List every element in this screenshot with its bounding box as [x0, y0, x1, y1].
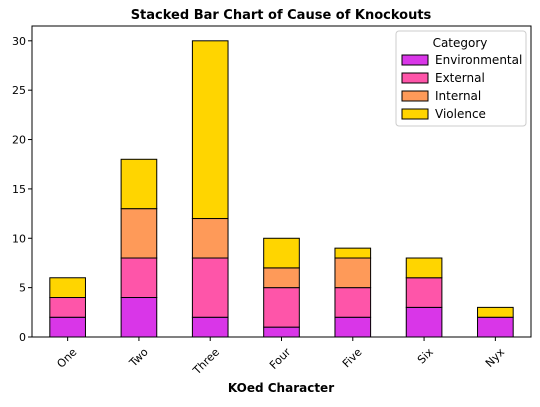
- bar-segment: [334, 287, 372, 318]
- x-axis-label: KOed Character: [228, 381, 334, 395]
- legend-swatch: [401, 90, 429, 102]
- y-tick-label: 30: [12, 35, 26, 48]
- bar-segment: [49, 316, 86, 338]
- bar-segment: [477, 306, 514, 318]
- legend-label: Environmental: [435, 53, 522, 67]
- bar-segment: [191, 257, 229, 318]
- bar-segment: [405, 257, 443, 279]
- bar-segment: [263, 326, 300, 338]
- bar-segment: [191, 40, 229, 220]
- bar-segment: [49, 277, 86, 299]
- bar-segment: [120, 297, 158, 338]
- legend-label: Internal: [435, 89, 481, 103]
- y-tick-label: 15: [12, 183, 26, 196]
- bar-segment: [477, 316, 514, 338]
- bar-segment: [334, 316, 372, 338]
- y-axis: 0 5 10 15 20 25 30: [12, 35, 32, 344]
- x-tick-label: Three: [190, 345, 222, 377]
- y-tick-label: 20: [12, 134, 26, 147]
- x-tick-label: Two: [126, 345, 151, 370]
- bar-segment: [120, 257, 158, 299]
- legend-label: External: [435, 71, 485, 85]
- legend-swatch: [401, 54, 429, 66]
- x-axis: One Two Three Four Five Six Nyx: [54, 337, 507, 378]
- x-tick-label: Four: [267, 345, 294, 372]
- y-tick-label: 5: [19, 282, 26, 295]
- bar-segment: [120, 158, 158, 210]
- bar-segment: [263, 287, 300, 328]
- bar-segment: [49, 297, 86, 318]
- legend-title: Category: [433, 36, 488, 50]
- legend-items: Environmental External Internal Violence: [401, 53, 522, 121]
- legend-swatch: [401, 108, 429, 120]
- x-tick-label: Nyx: [483, 345, 508, 370]
- bar-segment: [263, 237, 300, 269]
- bar-segment: [191, 218, 229, 259]
- legend: Category Environmental External Internal Vi…: [395, 30, 527, 127]
- x-tick-label: Six: [415, 345, 436, 366]
- bar-segment: [334, 247, 372, 259]
- legend-swatch: [401, 72, 429, 84]
- y-tick-label: 0: [19, 331, 26, 344]
- y-tick-label: 25: [12, 84, 26, 97]
- y-tick-label: 10: [12, 232, 26, 245]
- bar-segment: [405, 277, 443, 308]
- bar-segment: [263, 267, 300, 289]
- bar-segment: [405, 306, 443, 338]
- bars: [49, 40, 514, 338]
- legend-label: Violence: [435, 107, 486, 121]
- x-tick-label: Five: [340, 345, 365, 370]
- bar-segment: [120, 208, 158, 259]
- x-tick-label: One: [54, 345, 79, 370]
- bar-segment: [334, 257, 372, 289]
- bar-segment: [191, 316, 229, 338]
- chart-title: Stacked Bar Chart of Cause of Knockouts: [131, 8, 432, 23]
